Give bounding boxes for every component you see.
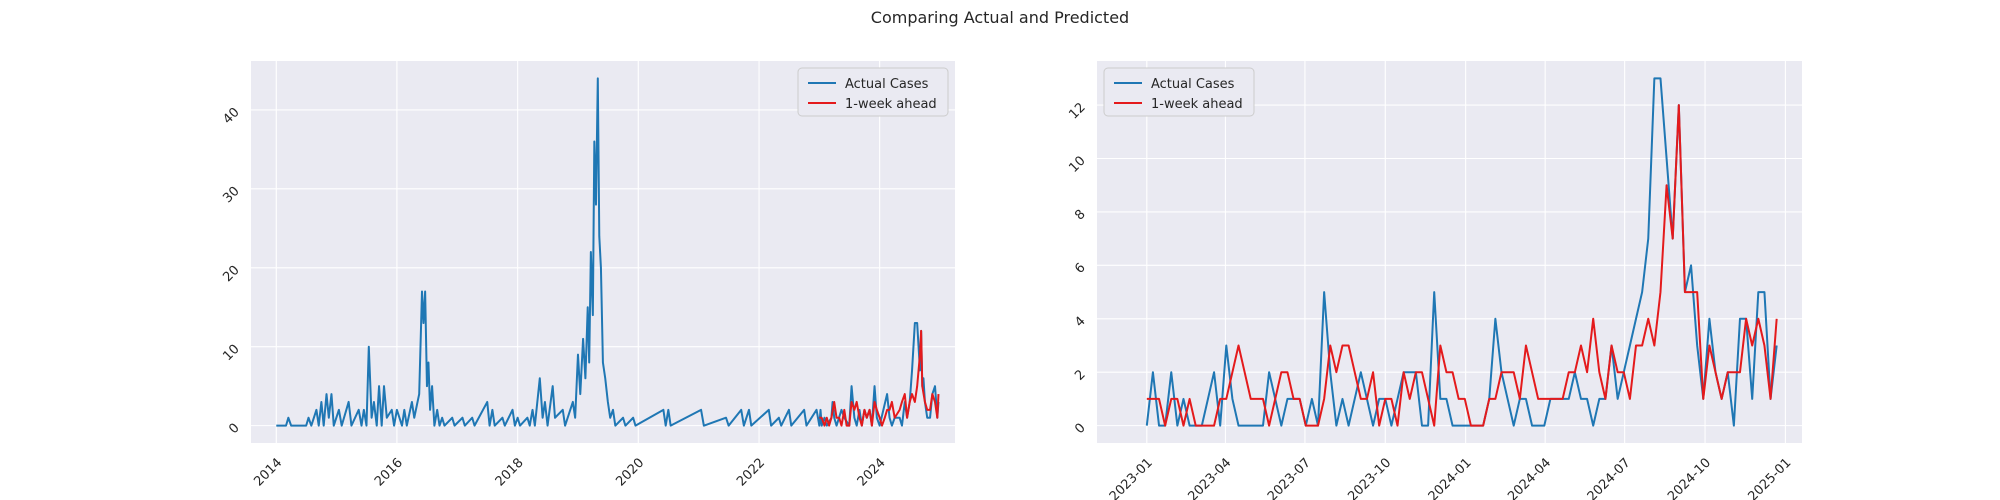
x-tick-label: 2014 <box>251 455 285 489</box>
x-tick-label: 2024-10 <box>1665 455 1714 500</box>
x-tick-label: 2023-04 <box>1185 455 1234 500</box>
legend: Actual Cases 1-week ahead <box>797 67 949 117</box>
x-tick-label: 2020 <box>613 455 647 489</box>
x-tick-label: 2016 <box>372 455 406 489</box>
series-line-1-week-ahead <box>1146 104 1778 427</box>
y-tick-label: 30 <box>220 184 242 206</box>
y-tick-label: 40 <box>220 105 242 127</box>
legend-label: Actual Cases <box>845 77 929 92</box>
x-tick-label: 2023-07 <box>1265 455 1314 500</box>
y-tick-label: 12 <box>1066 100 1088 122</box>
y-tick-label: 0 <box>1072 421 1088 437</box>
y-tick-label: 10 <box>220 342 242 364</box>
x-tick-label: 2022 <box>734 455 768 489</box>
y-tick-label: 10 <box>1066 154 1088 176</box>
y-tick-label: 6 <box>1072 260 1088 276</box>
y-tick-label: 0 <box>226 421 242 437</box>
x-tick-label: 2024-04 <box>1505 455 1554 500</box>
chart-panel-2: 2023-01 2023-04 2023-07 2023-10 2024-01 2024-… <box>1066 61 1802 500</box>
x-tick-label: 2018 <box>493 455 527 489</box>
x-tick-label: 2023-01 <box>1107 455 1156 500</box>
chart-panel-1: 2014 2016 2018 2020 2022 2024 0 10 20 30 40 Actual … <box>220 61 955 489</box>
legend-label: 1-week ahead <box>1151 97 1243 112</box>
x-tick-label: 2025-01 <box>1745 455 1794 500</box>
x-tick-label: 2023-10 <box>1345 455 1394 500</box>
series-line-1-week-ahead <box>819 329 940 427</box>
plot-area <box>1097 61 1802 443</box>
x-tick-label: 2024-07 <box>1585 455 1634 500</box>
y-tick-label: 2 <box>1072 367 1088 383</box>
x-tick-label: 2024-01 <box>1426 455 1475 500</box>
y-tick-label: 4 <box>1072 314 1088 330</box>
legend: Actual Cases 1-week ahead <box>1103 67 1255 117</box>
x-tick-label: 2024 <box>855 455 889 489</box>
y-tick-label: 8 <box>1072 207 1088 223</box>
y-tick-label: 20 <box>220 263 242 285</box>
legend-label: 1-week ahead <box>845 97 937 112</box>
plot-area <box>251 61 955 443</box>
figure-title: Comparing Actual and Predicted <box>870 8 1130 27</box>
legend-label: Actual Cases <box>1151 77 1235 92</box>
